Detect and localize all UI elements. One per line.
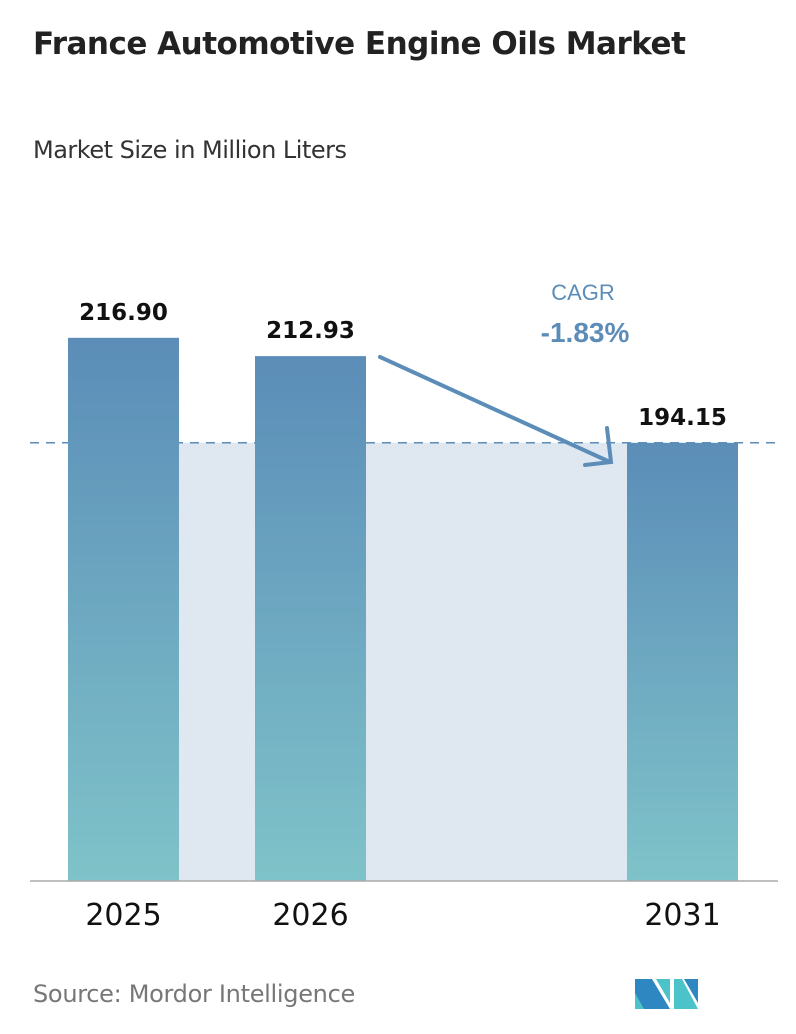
x-tick-2031: 2031 [644,898,720,933]
bar-2031 [627,442,738,881]
source-text: Source: Mordor Intelligence [33,980,355,1008]
bar-2026 [255,356,366,881]
data-label-2031: 194.15 [638,405,727,431]
mordor-logo [635,979,698,1009]
bar-chart: 216.90 2025 212.93 2026 194.15 2031 CAGR -1.8… [30,280,778,933]
data-label-2025: 216.90 [79,300,168,326]
cagr-label: CAGR [551,280,615,305]
data-label-2026: 212.93 [266,318,355,344]
chart-subtitle: Market Size in Million Liters [33,136,347,164]
x-tick-2025: 2025 [85,898,161,933]
shaded-region [179,442,627,881]
chart-title: France Automotive Engine Oils Market [33,26,686,62]
x-tick-2026: 2026 [272,898,348,933]
cagr-value: -1.83% [541,317,630,348]
trend-arrow-icon [378,355,614,467]
bar-2025 [68,337,179,881]
